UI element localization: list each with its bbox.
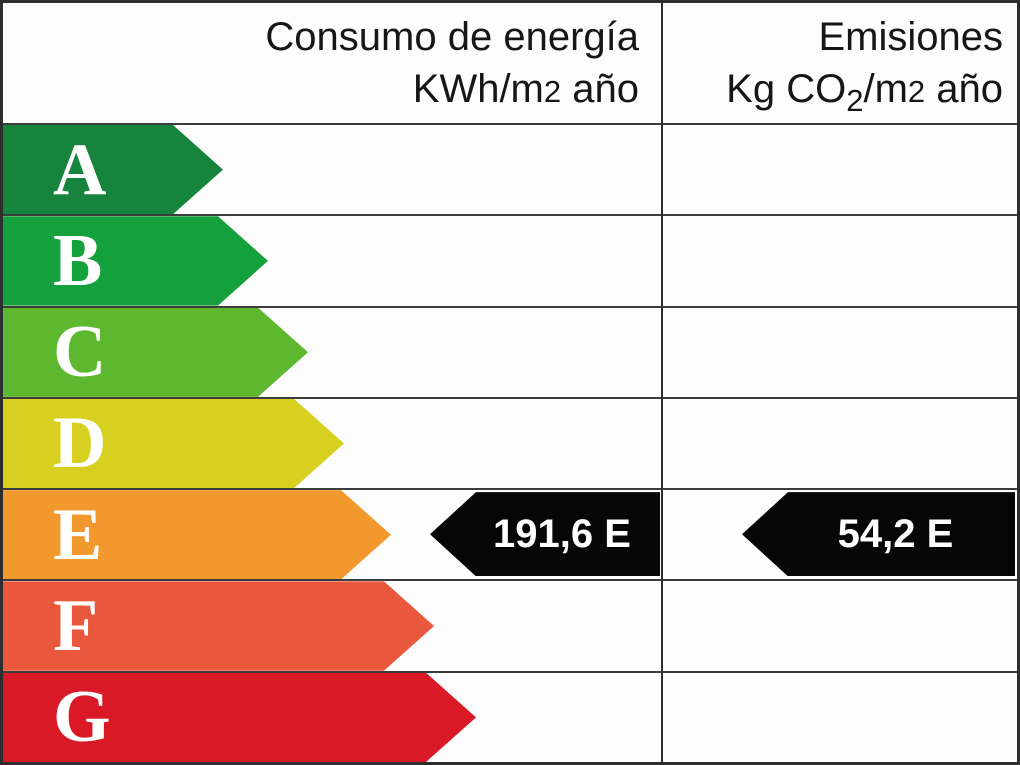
header-consumption: Consumo de energía KWh/m2 año	[3, 3, 663, 123]
rating-arrow-e: E	[3, 490, 391, 579]
rating-arrow-a: A	[3, 125, 223, 214]
superscript-2: 2	[543, 74, 562, 109]
header-row: Consumo de energía KWh/m2 año Emisiones …	[3, 3, 1017, 123]
rating-arrow-g: G	[3, 673, 476, 762]
rating-letter-f: F	[53, 585, 99, 668]
rating-row-d: D	[3, 396, 1017, 489]
column-divider	[661, 3, 663, 762]
rating-row-f: F	[3, 579, 1017, 671]
header-consumption-line2: KWh/m2 año	[412, 67, 639, 111]
header-emissions-line2: Kg CO2/m2 año	[726, 67, 1003, 118]
rating-letter-b: B	[53, 219, 103, 302]
rating-row-g: G	[3, 670, 1017, 762]
rating-row-b: B	[3, 214, 1017, 306]
consumption-value: 191,6 E	[493, 511, 631, 556]
rating-arrow-c: C	[3, 308, 308, 397]
rating-arrow-d: D	[3, 399, 344, 488]
header-consumption-line1: Consumo de energía	[265, 15, 639, 59]
rating-rows: A B C D E 191,6 E 54,2 E	[3, 123, 1017, 762]
rating-row-e: E 191,6 E 54,2 E	[3, 488, 1017, 580]
header-emissions-line1: Emisiones	[818, 15, 1003, 59]
header-emissions: Emisiones Kg CO2/m2 año	[663, 3, 1017, 123]
rating-arrow-b: B	[3, 216, 268, 305]
emissions-value: 54,2 E	[837, 511, 954, 556]
subscript-2: 2	[846, 83, 864, 118]
rating-letter-d: D	[53, 402, 107, 485]
rating-arrow-f: F	[3, 581, 434, 670]
consumption-value-marker: 191,6 E	[430, 492, 660, 577]
rating-letter-c: C	[53, 311, 107, 394]
rating-letter-g: G	[53, 676, 111, 759]
rating-letter-a: A	[53, 128, 107, 211]
superscript-2: 2	[907, 74, 926, 109]
rating-letter-e: E	[53, 493, 103, 576]
emissions-value-marker: 54,2 E	[742, 492, 1015, 577]
rating-row-a: A	[3, 123, 1017, 215]
rating-row-c: C	[3, 305, 1017, 397]
